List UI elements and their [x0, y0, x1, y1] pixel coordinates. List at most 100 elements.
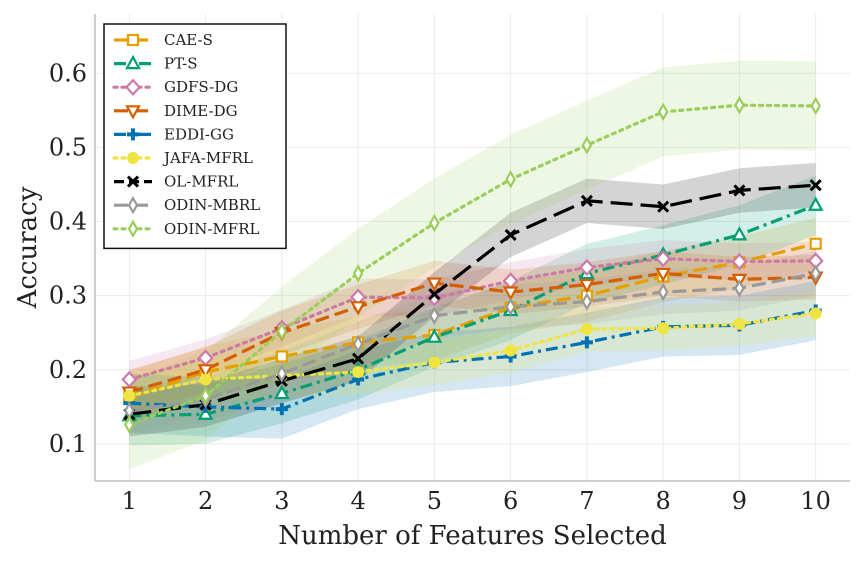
point-pt-s: [197, 405, 214, 420]
point-odin-mbrl: [352, 334, 364, 354]
legend-label-gdfs-dg: GDFS-DG: [164, 78, 238, 96]
y-tick-label: 0.3: [49, 282, 87, 310]
point-jafa-mfrl: [123, 389, 136, 402]
x-tick-label: 1: [122, 487, 137, 515]
legend-label-ol-mfrl: OL-MFRL: [164, 173, 238, 191]
legend-marker-dime-dg: [125, 105, 141, 120]
legend-marker-odin-mfrl: [127, 219, 139, 239]
point-gdfs-dg: [426, 289, 443, 307]
legend-label-pt-s: PT-S: [164, 55, 198, 73]
legend-marker-odin-mbrl: [127, 195, 139, 215]
series-markers: [121, 95, 824, 434]
point-jafa-mfrl: [428, 356, 441, 369]
series-line-jafa-mfrl: [127, 311, 818, 398]
point-dime-dg: [350, 301, 366, 316]
y-tick-label: 0.1: [49, 430, 87, 458]
point-odin-mbrl: [276, 364, 288, 383]
legend-label-dime-dg: DIME-DG: [164, 102, 238, 120]
legend-marker-eddi-gg: [127, 128, 139, 141]
point-jafa-mfrl: [504, 344, 517, 357]
legend: CAE-S PT-S GDFS-DG DIME-DG EDDI-GG JAFA-MFRL O…: [103, 23, 287, 250]
point-odin-mbrl: [429, 306, 440, 325]
point-dime-dg: [579, 278, 595, 294]
point-odin-mbrl: [810, 264, 821, 283]
band-gdfs-dg: [129, 240, 816, 398]
series-lines: [127, 103, 818, 427]
point-cae-s: [275, 350, 288, 363]
x-tick-label: 9: [732, 487, 747, 515]
axes: [94, 14, 850, 482]
y-tick-label: 0.5: [49, 133, 87, 161]
y-tick-label: 0.4: [49, 208, 87, 236]
legend-label-eddi-gg: EDDI-GG: [164, 125, 234, 143]
legend-label-jafa-mfrl: JAFA-MFRL: [162, 149, 253, 167]
point-eddi-gg: [580, 336, 593, 349]
series-line-gdfs-dg: [127, 256, 818, 381]
legend-label-odin-mfrl: ODIN-MFRL: [164, 220, 260, 238]
point-jafa-mfrl: [657, 322, 670, 335]
x-tick-label: 3: [274, 487, 289, 515]
x-tick-label: 4: [350, 487, 365, 515]
x-tick-label: 2: [198, 487, 213, 515]
y-tick-label: 0.6: [49, 59, 87, 87]
point-dime-dg: [655, 267, 672, 283]
series-line-odin-mfrl: [127, 103, 818, 427]
point-eddi-gg: [275, 403, 288, 416]
point-odin-mfrl: [276, 322, 288, 341]
point-ol-mfrl: [657, 200, 670, 213]
point-odin-mfrl: [429, 213, 440, 233]
band-ol-mfrl: [129, 163, 816, 437]
band-dime-dg: [129, 251, 816, 415]
series-line-dime-dg: [128, 271, 816, 394]
tick-labels: 1 2 3 4 5 6 7 8 9 10 0.1 0.2 0.3 0.4 0.5 0.6: [49, 59, 831, 515]
x-tick-label: 7: [579, 487, 594, 515]
point-jafa-mfrl: [733, 317, 746, 330]
point-odin-mfrl: [734, 95, 745, 115]
point-jafa-mfrl: [809, 307, 822, 320]
series-line-pt-s: [129, 203, 817, 418]
point-jafa-mfrl: [580, 323, 593, 336]
point-gdfs-dg: [655, 250, 672, 268]
legend-marker-gdfs-dg: [124, 78, 142, 96]
point-odin-mbrl: [657, 282, 669, 302]
point-cae-s: [809, 237, 822, 250]
legend-label-cae-s: CAE-S: [164, 31, 213, 49]
point-pt-s: [426, 328, 443, 343]
series-line-odin-mbrl: [129, 271, 817, 413]
x-axis-label: Number of Features Selected: [278, 521, 666, 551]
point-odin-mbrl: [581, 292, 593, 311]
grid: [95, 14, 850, 481]
point-pt-s: [807, 196, 824, 211]
y-axis-label: Accuracy: [13, 186, 43, 309]
point-odin-mbrl: [734, 279, 745, 298]
legend-marker-ol-mfrl: [126, 175, 140, 188]
point-odin-mfrl: [657, 102, 669, 122]
point-jafa-mfrl: [352, 366, 365, 379]
point-dime-dg: [426, 277, 443, 292]
point-odin-mfrl: [200, 386, 211, 405]
point-odin-mfrl: [810, 96, 821, 116]
x-tick-label: 6: [503, 487, 518, 515]
point-ol-mfrl: [809, 179, 822, 192]
point-pt-s: [273, 384, 290, 400]
band-pt-s: [129, 175, 816, 446]
series-line-ol-mfrl: [129, 183, 816, 416]
point-ol-mfrl: [428, 288, 441, 301]
point-odin-mfrl: [352, 264, 364, 283]
legend-label-odin-mbrl: ODIN-MBRL: [164, 196, 260, 214]
point-dime-dg: [197, 364, 214, 379]
point-ol-mfrl: [733, 184, 746, 197]
x-tick-label: 10: [800, 487, 831, 515]
point-ol-mfrl: [504, 228, 517, 241]
legend-marker-jafa-mfrl: [127, 152, 139, 164]
point-odin-mfrl: [581, 135, 593, 155]
point-odin-mfrl: [124, 415, 135, 434]
x-tick-label: 5: [427, 487, 442, 515]
band-odin-mfrl: [129, 60, 816, 470]
point-odin-mfrl: [505, 170, 516, 189]
point-ol-mfrl: [580, 194, 593, 207]
point-ol-mfrl: [352, 352, 365, 365]
point-dime-dg: [502, 286, 519, 301]
x-tick-label: 8: [656, 487, 671, 515]
